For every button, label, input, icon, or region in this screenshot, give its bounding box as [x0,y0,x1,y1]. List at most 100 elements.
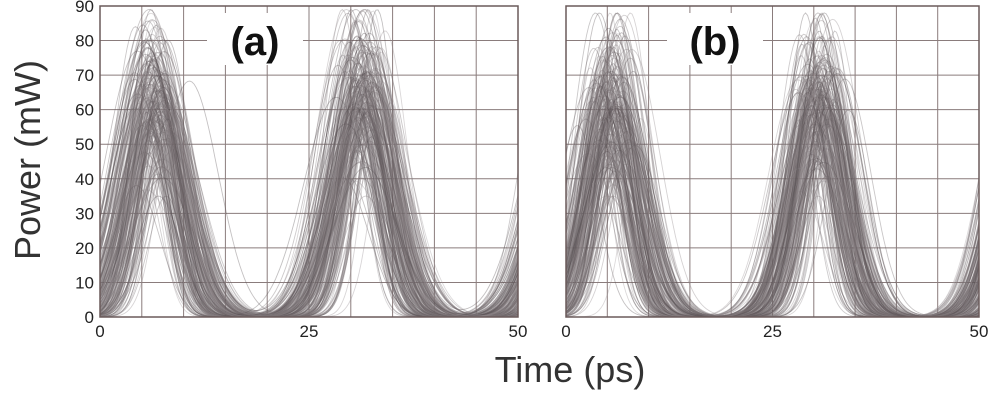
eye-trace [565,113,980,318]
eye-trace [565,117,980,318]
eye-trace [99,96,519,317]
x-tick-label: 25 [763,322,782,341]
eye-trace [99,51,519,318]
eye-trace [565,67,980,318]
eye-trace [99,9,519,318]
eye-trace [99,104,519,318]
eye-trace [99,75,519,317]
eye-trace [99,53,519,318]
eye-trace [99,59,519,318]
eye-trace [99,44,519,318]
eye-trace [99,77,519,318]
eye-trace [99,64,518,318]
eye-trace [565,75,980,318]
eye-trace [99,78,519,318]
eye-trace [565,59,979,318]
eye-trace [99,40,519,317]
eye-trace [99,75,519,318]
eye-trace [565,96,980,318]
eye-trace [99,105,519,317]
eye-trace [99,47,519,318]
eye-trace [99,19,519,318]
eye-trace [99,9,519,318]
eye-trace [99,89,519,317]
eye-trace [99,10,519,318]
eye-trace [99,88,519,317]
eye-trace [99,46,519,317]
eye-trace [99,60,519,318]
eye-trace [565,20,980,318]
eye-trace [99,83,519,318]
eye-trace [565,35,980,318]
eye-trace [99,32,519,318]
eye-trace [99,51,519,318]
panel-b-frame [565,5,980,318]
eye-trace [565,73,980,318]
eye-trace [99,62,519,317]
x-axis-label: Time (ps) [495,349,646,390]
eye-trace [565,88,980,318]
eye-trace [565,112,980,318]
eye-trace [565,64,980,318]
eye-trace [99,140,519,318]
eye-trace [99,59,519,318]
panel-a-plot-area [99,5,519,318]
x-tick-label: 50 [509,322,528,341]
eye-trace [99,67,519,318]
eye-trace [99,78,519,317]
eye-trace [99,27,519,318]
y-tick-label: 30 [75,204,94,223]
eye-trace [99,56,519,318]
eye-trace [565,88,980,318]
eye-trace [565,51,980,318]
eye-trace [99,72,519,317]
y-tick-label: 10 [75,273,94,292]
panel-label: (b) [689,20,740,64]
eye-trace [99,93,519,318]
eye-trace [565,12,980,318]
eye-trace [565,18,980,318]
eye-trace [99,55,519,317]
eye-trace [99,25,519,318]
eye-trace [99,96,519,318]
eye-trace [99,42,519,318]
eye-trace [99,129,518,318]
eye-trace [99,52,519,318]
eye-trace [99,96,519,318]
eye-trace [99,52,519,318]
y-tick-label: 50 [75,135,94,154]
eye-trace [565,107,980,318]
eye-trace [565,66,980,318]
eye-trace [99,107,519,318]
eye-trace [99,79,519,318]
eye-trace [99,107,519,318]
eye-trace [99,21,519,318]
eye-trace [565,105,980,318]
eye-trace [99,87,519,317]
eye-trace [99,38,519,318]
eye-trace [565,107,980,318]
y-tick-label: 0 [85,308,94,327]
eye-trace [99,74,519,317]
eye-trace [99,77,519,318]
eye-trace [99,63,519,318]
x-tick-label: 50 [970,322,989,341]
eye-trace [565,75,980,318]
eye-trace [99,41,519,318]
eye-trace [99,95,519,318]
eye-trace [99,113,519,318]
eye-trace [99,75,519,318]
eye-trace [99,90,519,318]
eye-trace [99,56,519,318]
eye-trace [99,84,519,318]
eye-trace [99,39,519,317]
panel-label-background [667,13,763,65]
eye-trace [99,38,519,318]
y-tick-label: 80 [75,32,94,51]
x-tick-label: 0 [561,322,570,341]
eye-trace [99,95,519,318]
panel-a: 0 25 50 0 10 20 30 40 50 60 70 80 90 (a) [75,0,527,341]
eye-trace [99,24,519,318]
x-tick-label: 0 [95,322,104,341]
eye-trace [99,71,519,318]
